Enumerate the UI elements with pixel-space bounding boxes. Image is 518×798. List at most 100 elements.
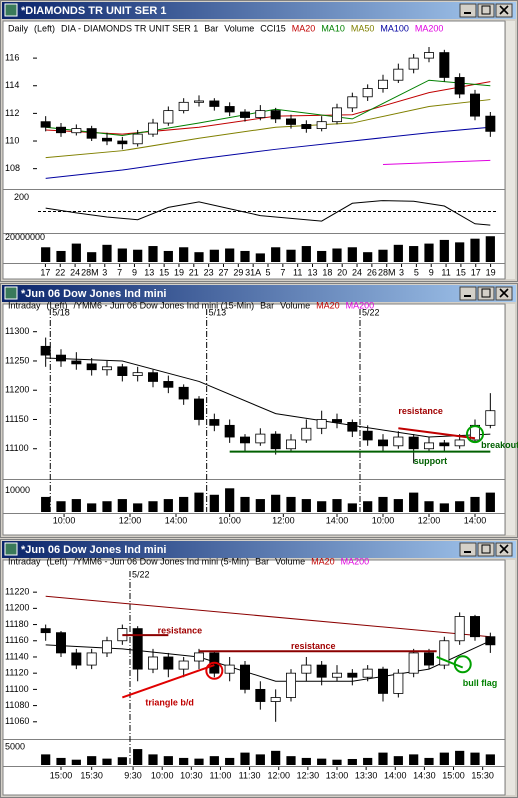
candle-body: [102, 137, 113, 142]
volume-bar: [485, 492, 495, 512]
window-button-min[interactable]: [459, 542, 477, 557]
session-date: 5/18: [52, 307, 70, 317]
volume-bar: [194, 252, 204, 262]
y-tick-label: 112: [5, 108, 19, 118]
volume-bar: [271, 247, 281, 262]
volume-bar: [424, 757, 434, 765]
candle-body: [147, 122, 158, 135]
volume-bar: [41, 754, 51, 765]
y-tick-label: 108: [5, 163, 20, 173]
x-tick-label: 31A: [245, 267, 261, 277]
annotation: breakout: [481, 440, 518, 450]
window-button-min[interactable]: [459, 286, 477, 301]
volume-bar: [332, 499, 342, 512]
window-icon: [4, 286, 18, 300]
volume-bar: [194, 758, 204, 765]
candle-body: [423, 652, 434, 666]
button-glyph: [481, 544, 491, 554]
legend-item: Volume: [275, 556, 305, 566]
candle-body: [347, 422, 358, 432]
candle-body: [301, 427, 312, 441]
legend-item: MA10: [321, 23, 345, 33]
volume-bar: [179, 757, 189, 765]
candle-body: [454, 439, 465, 447]
highlight-circle: [205, 661, 224, 680]
volume-bar: [117, 757, 127, 765]
volume-bar: [455, 242, 465, 262]
candle-body: [485, 636, 496, 646]
x-tick-label: 10:00: [218, 515, 241, 525]
y-tick-label: 11060: [5, 716, 29, 726]
volume-bar: [133, 749, 143, 765]
trend-line: [122, 664, 215, 699]
session-date: 5/22: [362, 307, 380, 317]
highlight-circle: [466, 425, 484, 444]
volume-bar: [102, 758, 112, 765]
volume-bar: [255, 253, 265, 262]
candle-body: [224, 664, 235, 674]
legend-item: (Left): [47, 300, 68, 310]
volume-bar: [71, 499, 81, 512]
legend-item: MA100: [380, 23, 409, 33]
volume-bar: [455, 750, 465, 765]
y-tick-label: 11200: [5, 385, 29, 395]
volume-bar: [393, 244, 403, 262]
legend-item: /YMM6 - Jun 06 Dow Jones Ind mini (15-Mi…: [74, 300, 255, 310]
volume-bar: [41, 496, 51, 512]
x-tick-label: 12:00: [119, 515, 142, 525]
y-tick-label: 11120: [5, 668, 29, 678]
volume-bar: [347, 503, 357, 512]
y-tick-label: 11100: [5, 684, 29, 694]
y-tick-label: 200: [14, 192, 29, 202]
legend-item: Volume: [280, 300, 310, 310]
x-tick-label: 11:00: [210, 770, 232, 780]
volume-bar: [117, 248, 127, 262]
title-bar: [2, 285, 516, 302]
x-tick-label: 9: [429, 267, 434, 277]
window-button-min[interactable]: [459, 3, 477, 18]
x-tick-label: 5: [265, 267, 270, 277]
x-tick-label: 3: [102, 267, 107, 277]
candle-body: [316, 121, 327, 129]
volume-bar: [87, 252, 97, 262]
window: *DIAMONDS TR UNIT SER 1 Daily (Left) DIA - …: [0, 0, 518, 282]
volume-bar: [363, 757, 373, 765]
candle-body: [86, 128, 97, 139]
legend-item: (Left): [47, 556, 68, 566]
legend-item: CCI15: [260, 23, 286, 33]
x-tick-label: 12:00: [418, 515, 441, 525]
candle-body: [301, 124, 312, 129]
volume-bar: [378, 496, 388, 512]
candle-body: [147, 372, 158, 382]
x-tick-label: 15:30: [471, 770, 494, 780]
volume-bar: [56, 250, 66, 262]
annotation: support: [414, 456, 448, 466]
candle-body: [362, 430, 373, 441]
volume-bar: [409, 246, 419, 262]
y-tick-label: 11160: [5, 635, 29, 645]
legend-item: MA50: [351, 23, 375, 33]
volume-bar: [409, 492, 419, 512]
session-date: 5/13: [209, 307, 227, 317]
volume-bar: [179, 247, 189, 262]
x-tick-label: 14:00: [326, 515, 349, 525]
volume-bar: [424, 243, 434, 262]
legend-item: MA200: [341, 556, 370, 566]
candle-body: [362, 668, 373, 678]
candle-body: [270, 697, 281, 702]
candle-body: [224, 106, 235, 113]
candle-body: [393, 672, 404, 694]
moving-average: [45, 126, 491, 179]
x-tick-label: 27: [218, 267, 228, 277]
volume-bar: [209, 494, 219, 512]
volume-bar: [71, 759, 81, 765]
candle-body: [393, 68, 404, 81]
button-glyph: [499, 288, 509, 298]
x-tick-label: 13: [144, 267, 154, 277]
x-tick-label: 17: [40, 267, 50, 277]
candle-body: [40, 345, 51, 356]
x-tick-label: 13: [308, 267, 318, 277]
legend-item: Intraday: [8, 300, 41, 310]
cci-line: [45, 200, 491, 226]
volume-bar: [117, 499, 127, 512]
